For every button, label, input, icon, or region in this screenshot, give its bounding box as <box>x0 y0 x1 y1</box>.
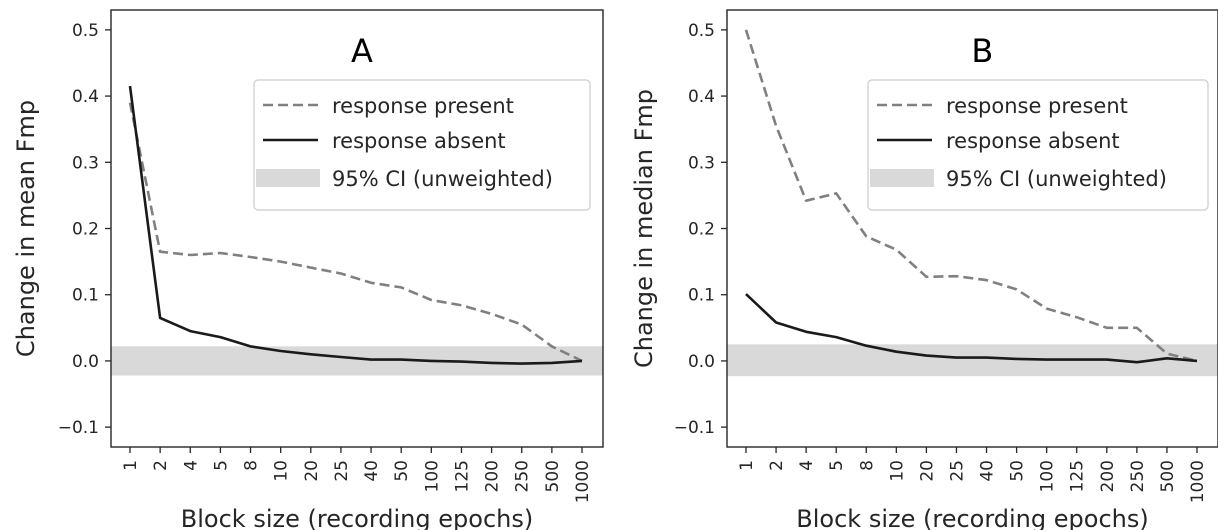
panel-b-xlabel: Block size (recording epochs) <box>796 505 1148 530</box>
panel-a-xtick-label: 100 <box>422 460 442 492</box>
panel-a-xtick-label: 50 <box>392 460 412 482</box>
panel-a-xtick-label: 10 <box>272 460 292 482</box>
panel-b-xtick-label: 40 <box>978 460 998 482</box>
panel-a-series-response-absent <box>128 85 583 365</box>
panel-a-legend-label: response present <box>332 94 514 118</box>
panel-b-xtick-label: 5 <box>827 460 847 471</box>
panel-b-xtick-label: 10 <box>887 460 907 482</box>
panel-b-series-response-present <box>744 29 1198 363</box>
panel-a-xtick-label: 40 <box>362 460 382 482</box>
panel-a-xtick-label: 1000 <box>573 460 593 503</box>
panel-a-ytick-label: −0.1 <box>58 418 99 438</box>
panel-b-xtick-label: 200 <box>1098 460 1118 492</box>
panel-a-xtick-label: 200 <box>483 460 503 492</box>
panel-b-ci-band <box>727 344 1218 377</box>
panel-a-title: A <box>351 32 373 70</box>
panel-a-xtick-label: 5 <box>211 460 231 471</box>
panel-a-legend-box <box>253 79 591 211</box>
panel-b-ytick-label: 0.0 <box>688 352 715 372</box>
panel-b-ytick-label: 0.2 <box>688 220 715 240</box>
panel-a-xtick-label: 500 <box>543 460 563 492</box>
panel-a-ci-band <box>111 346 603 376</box>
panel-a-series-response-present <box>128 102 583 363</box>
panel-b-legend-swatch-ci <box>870 169 934 187</box>
panel-a-legend-swatch-ci <box>256 169 320 187</box>
panel-b-ytick-label: 0.4 <box>688 87 715 107</box>
panel-a-ytick-label: 0.4 <box>72 87 99 107</box>
panel-b-xtick-label: 4 <box>797 460 817 471</box>
panel-b-xtick-label: 1 <box>737 460 757 471</box>
panel-a-ytick-label: 0.3 <box>72 153 99 173</box>
panel-b: 0.5 0.4 0.3 0.2 0.1 0.0 −0.1 1 2 4 5 8 10 20 25 40 50 100… <box>630 9 1218 530</box>
panel-b-legend-box <box>867 79 1209 211</box>
panel-b-xtick-label: 2 <box>767 460 787 471</box>
panel-b-legend-label: response absent <box>946 129 1120 153</box>
panel-a-axes-frame <box>110 9 604 448</box>
panel-a-xtick-label: 1 <box>121 460 141 471</box>
panel-b-legend-label: 95% CI (unweighted) <box>946 167 1167 191</box>
panel-b-series-response-absent <box>745 293 1198 364</box>
panel-b-xtick-label: 500 <box>1158 460 1178 492</box>
panel-b-ytick-label: −0.1 <box>674 418 715 438</box>
panel-b-legend-label: response present <box>946 94 1128 118</box>
panel-a-ylabel: Change in mean Fmp <box>12 100 40 357</box>
panel-b-axes-frame <box>726 9 1218 448</box>
panel-b-title: B <box>971 32 993 70</box>
panel-b-xtick-label: 1000 <box>1188 460 1208 503</box>
panel-b-xtick-label: 25 <box>948 460 968 482</box>
panel-b-xtick-label: 50 <box>1008 460 1028 482</box>
panel-a-legend-label: response absent <box>332 129 506 153</box>
panel-a-ytick-label: 0.2 <box>72 220 99 240</box>
panel-b-xtick-label: 20 <box>917 460 937 482</box>
panel-b-ytick-label: 0.1 <box>688 286 715 306</box>
panel-a-ytick-label: 0.1 <box>72 286 99 306</box>
panel-a-xtick-label: 8 <box>242 460 262 471</box>
panel-b-xtick-label: 250 <box>1128 460 1148 492</box>
panel-a-xtick-label: 250 <box>513 460 533 492</box>
panel-a-legend-label: 95% CI (unweighted) <box>332 167 553 191</box>
panel-b-ytick-label: 0.5 <box>688 21 715 41</box>
panel-a-xtick-label: 125 <box>453 460 473 492</box>
panel-a-xtick-label: 20 <box>302 460 322 482</box>
panel-b-ytick-label: 0.3 <box>688 153 715 173</box>
panel-a-xlabel: Block size (recording epochs) <box>181 505 533 530</box>
panel-b-xtick-label: 100 <box>1038 460 1058 492</box>
panel-a-xtick-label: 2 <box>151 460 171 471</box>
panel-a-xtick-label: 25 <box>332 460 352 482</box>
panel-a-ytick-label: 0.5 <box>72 21 99 41</box>
panel-a-xtick-label: 4 <box>181 460 201 471</box>
panel-a: 0.5 0.4 0.3 0.2 0.1 0.0 −0.1 1 2 4 5 8 10 20 25 40 50 100… <box>12 9 604 530</box>
panel-a-ytick-label: 0.0 <box>72 352 99 372</box>
panel-b-xtick-label: 8 <box>857 460 877 471</box>
panel-b-xtick-label: 125 <box>1068 460 1088 492</box>
panel-b-ylabel: Change in median Fmp <box>630 89 658 368</box>
